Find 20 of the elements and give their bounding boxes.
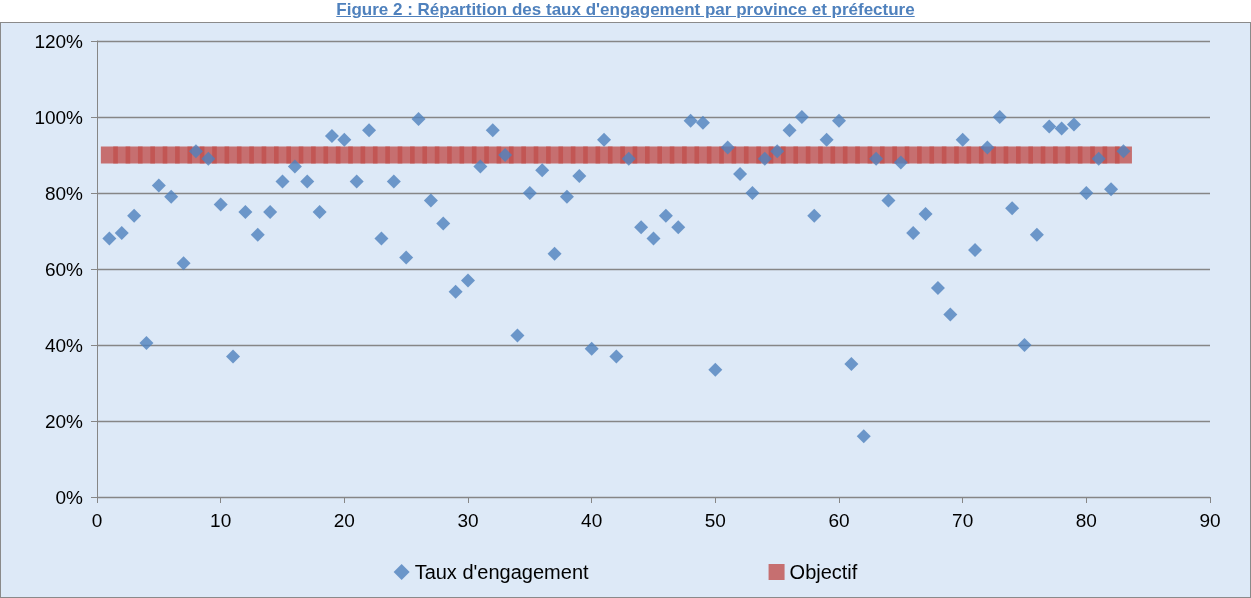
x-tick-label: 0 [91,510,103,531]
y-tick-label: 120% [34,30,84,52]
x-tick-label: 70 [952,510,974,531]
legend-label: Taux d'engagement [414,561,590,583]
x-tick-label: 60 [828,510,850,531]
x-tick-label: 90 [1199,510,1221,531]
x-tick-label: 10 [210,510,232,531]
x-tick-label: 80 [1075,510,1097,531]
x-tick-label: 20 [333,510,355,531]
y-tick-label: 20% [44,410,84,432]
y-tick-label: 100% [34,106,84,128]
x-tick-label: 40 [581,510,603,531]
y-tick-label: 60% [44,258,84,280]
y-tick-label: 80% [44,182,84,204]
chart-title: Figure 2 : Répartition des taux d'engagement par province et préfecture [335,0,916,20]
x-tick-label: 50 [704,510,726,531]
x-tick-label: 30 [457,510,479,531]
y-tick-label: 40% [44,334,84,356]
y-tick-label: 0% [55,486,84,508]
legend-label: Objectif [789,561,858,583]
